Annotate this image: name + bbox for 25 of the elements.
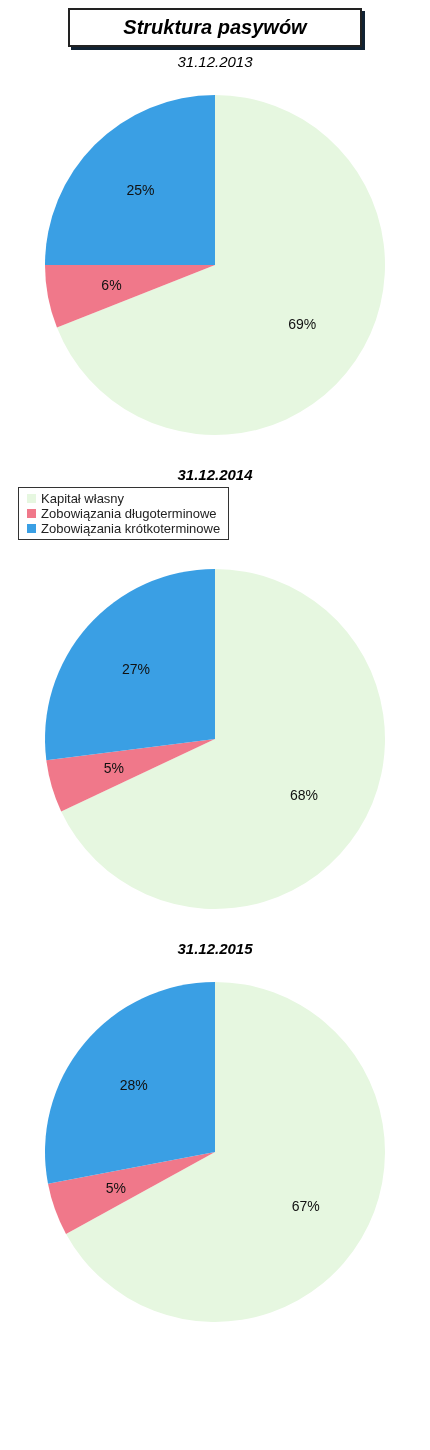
data-label: 68% — [289, 787, 319, 804]
legend-label: Kapitał własny — [41, 491, 125, 506]
legend-label: Zobowiązania krótkoterminowe — [41, 521, 221, 536]
legend-label: Zobowiązania długoterminowe — [41, 506, 217, 521]
data-label: 69% — [288, 316, 317, 333]
pie-slice — [66, 982, 385, 1322]
pie-slice — [45, 265, 215, 328]
pie-slice — [61, 569, 385, 909]
data-label: 5% — [103, 760, 124, 777]
data-label: 6% — [101, 276, 122, 293]
chart-title: 31.12.2015 — [176, 940, 254, 957]
chart-title: 31.12.2014 — [176, 466, 254, 483]
chart-title: Struktura pasywów — [68, 8, 362, 47]
data-label: 27% — [121, 661, 150, 678]
pie-slice — [46, 739, 215, 812]
data-label: 25% — [126, 182, 155, 199]
pie-slice — [48, 1152, 215, 1234]
data-label: 28% — [119, 1076, 148, 1093]
data-label: 5% — [105, 1179, 126, 1196]
pie-slice — [45, 982, 215, 1184]
pie-slice — [56, 95, 385, 435]
pie-slice — [45, 569, 215, 761]
pie-slice — [45, 95, 215, 265]
data-label: 67% — [291, 1197, 320, 1214]
chart-subtitle: 31.12.2013 — [176, 53, 254, 70]
